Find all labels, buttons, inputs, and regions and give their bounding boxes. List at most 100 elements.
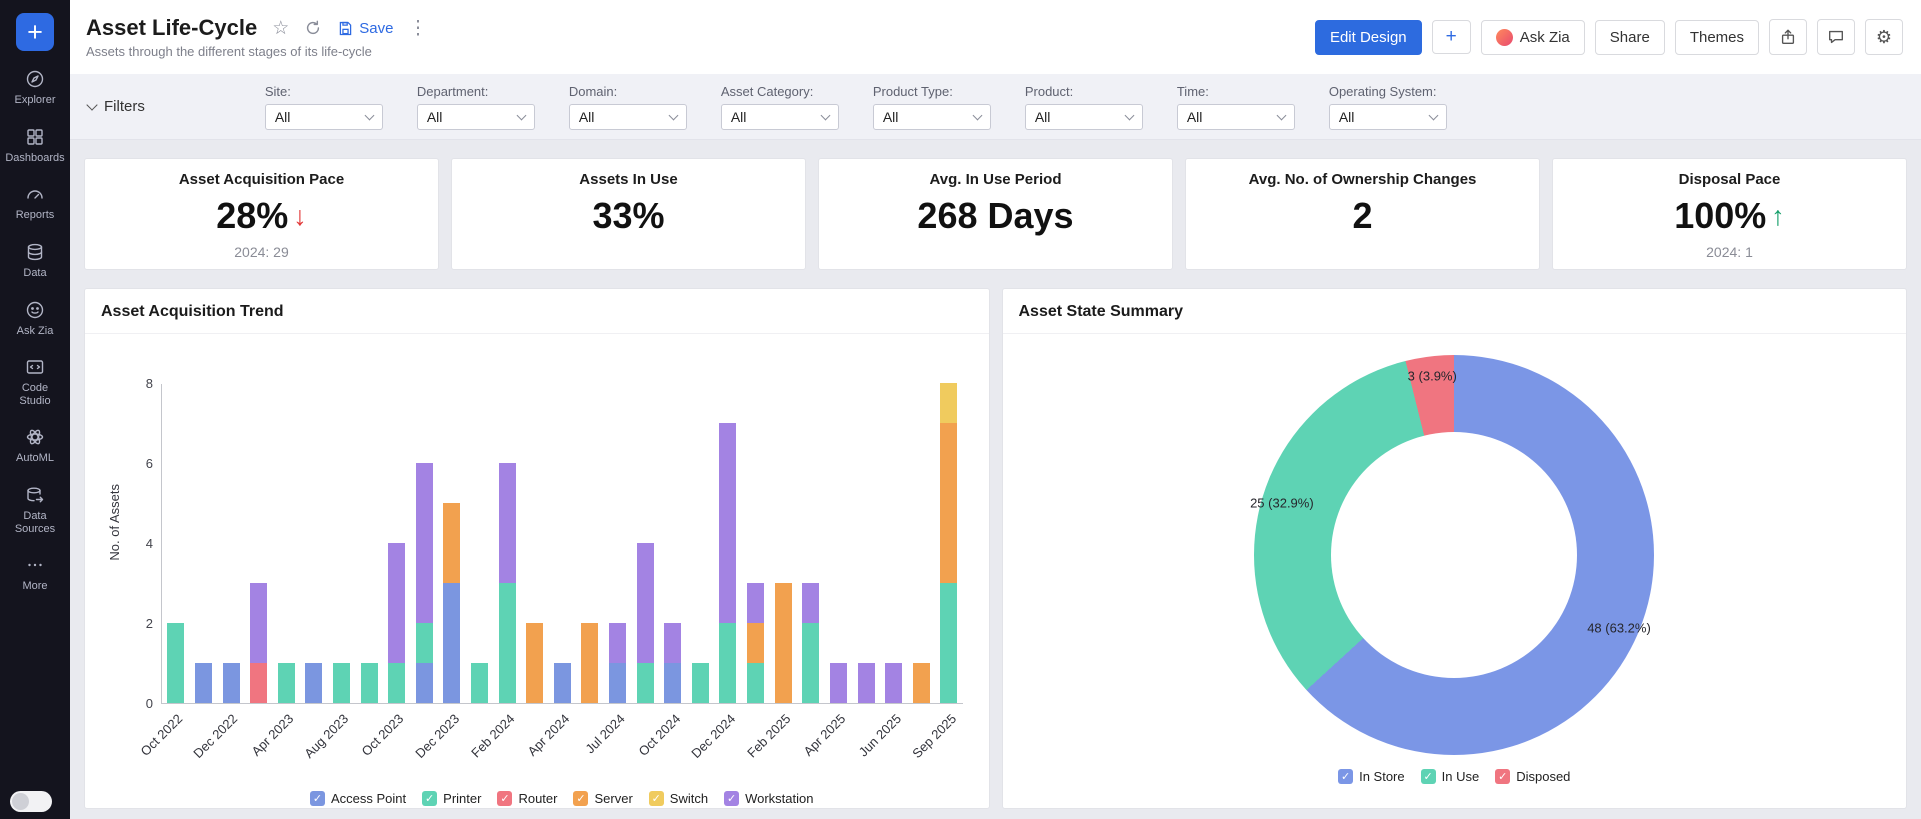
bar-segment-printer[interactable]: [415, 623, 433, 663]
settings-button[interactable]: ⚙: [1865, 19, 1903, 55]
bar-segment-workstation[interactable]: [857, 663, 875, 703]
legend-checkbox[interactable]: ✓: [1495, 769, 1511, 784]
sidebar-item-reports[interactable]: Reports: [0, 174, 70, 232]
export-button[interactable]: [1769, 19, 1807, 55]
bar-segment-server[interactable]: [912, 663, 930, 703]
filter-select-operating-system[interactable]: All: [1328, 103, 1447, 130]
refresh-icon[interactable]: [304, 19, 322, 37]
bar-segment-workstation[interactable]: [388, 543, 406, 663]
kpi-disposal-pace[interactable]: Disposal Pace 100% ↑ 2024: 1: [1552, 158, 1907, 270]
bar-column[interactable]: [907, 384, 935, 703]
bar-column[interactable]: [328, 384, 356, 703]
bar-segment-access-point[interactable]: [443, 583, 461, 703]
bar-segment-printer[interactable]: [277, 663, 295, 703]
bar-segment-workstation[interactable]: [250, 583, 268, 663]
kpi-assets-in-use[interactable]: Assets In Use 33%: [451, 158, 806, 270]
bar-segment-access-point[interactable]: [553, 663, 571, 703]
add-button[interactable]: +: [1431, 20, 1471, 54]
comments-button[interactable]: [1817, 19, 1855, 55]
bar-column[interactable]: [438, 384, 466, 703]
create-button[interactable]: +: [16, 13, 54, 51]
bar-segment-printer[interactable]: [498, 583, 516, 703]
bar-column[interactable]: [410, 384, 438, 703]
legend-item[interactable]: ✓ Router: [497, 791, 557, 806]
bar-segment-printer[interactable]: [719, 623, 737, 703]
bar-segment-printer[interactable]: [691, 663, 709, 703]
filter-select-domain[interactable]: All: [568, 103, 687, 130]
sidebar-item-explorer[interactable]: Explorer: [0, 59, 70, 117]
sidebar-item-ask-zia[interactable]: Ask Zia: [0, 290, 70, 348]
bar-column[interactable]: [880, 384, 908, 703]
themes-button[interactable]: Themes: [1674, 19, 1759, 55]
bar-column[interactable]: [576, 384, 604, 703]
bar-segment-workstation[interactable]: [636, 543, 654, 663]
bar-column[interactable]: [742, 384, 770, 703]
bar-segment-workstation[interactable]: [609, 623, 627, 663]
sidebar-collapse-toggle[interactable]: [10, 791, 52, 812]
bar-segment-access-point[interactable]: [194, 663, 212, 703]
bar-column[interactable]: [190, 384, 218, 703]
save-button[interactable]: Save: [337, 20, 393, 37]
sidebar-item-data[interactable]: Data: [0, 232, 70, 290]
bar-segment-workstation[interactable]: [498, 463, 516, 583]
donut-ring[interactable]: 48 (63.2%) 25 (32.9%) 3 (3.9%): [1250, 355, 1655, 755]
bar-segment-workstation[interactable]: [719, 423, 737, 623]
bar-segment-printer[interactable]: [388, 663, 406, 703]
bar-column[interactable]: [604, 384, 632, 703]
bar-segment-printer[interactable]: [360, 663, 378, 703]
bar-column[interactable]: [217, 384, 245, 703]
bar-column[interactable]: [245, 384, 273, 703]
bar-column[interactable]: [797, 384, 825, 703]
kpi-asset-acquisition-pace[interactable]: Asset Acquisition Pace 28% ↓ 2024: 29: [84, 158, 439, 270]
legend-item[interactable]: ✓ Disposed: [1495, 769, 1570, 784]
kpi-avg-in-use-period[interactable]: Avg. In Use Period 268 Days: [818, 158, 1173, 270]
kpi-avg-ownership-changes[interactable]: Avg. No. of Ownership Changes 2: [1185, 158, 1540, 270]
bar-column[interactable]: [466, 384, 494, 703]
bar-segment-workstation[interactable]: [415, 463, 433, 623]
bar-segment-workstation[interactable]: [747, 583, 765, 623]
legend-checkbox[interactable]: ✓: [648, 791, 664, 806]
bar-column[interactable]: [659, 384, 687, 703]
bar-segment-access-point[interactable]: [222, 663, 240, 703]
sidebar-item-more[interactable]: More: [0, 545, 70, 603]
legend-checkbox[interactable]: ✓: [310, 791, 325, 806]
bar-segment-access-point[interactable]: [305, 663, 323, 703]
bar-segment-printer[interactable]: [471, 663, 488, 703]
bar-column[interactable]: [714, 384, 742, 703]
bar-column[interactable]: [272, 384, 300, 703]
bar-column[interactable]: [935, 383, 963, 703]
bar-segment-server[interactable]: [581, 623, 599, 703]
bar-column[interactable]: [687, 384, 715, 703]
sidebar-item-automl[interactable]: AutoML: [0, 417, 70, 475]
edit-design-button[interactable]: Edit Design: [1314, 19, 1422, 55]
bar-segment-server[interactable]: [747, 623, 765, 663]
legend-item[interactable]: ✓ Workstation: [724, 791, 813, 806]
bar-column[interactable]: [521, 384, 549, 703]
legend-checkbox[interactable]: ✓: [724, 791, 740, 806]
favorite-star-icon[interactable]: ☆: [272, 17, 290, 39]
bar-column[interactable]: [493, 384, 521, 703]
bar-segment-printer[interactable]: [802, 623, 820, 703]
legend-item[interactable]: ✓ Access Point: [310, 791, 406, 806]
bar-segment-printer[interactable]: [940, 583, 958, 703]
bar-segment-workstation[interactable]: [829, 663, 847, 703]
sidebar-item-code-studio[interactable]: Code Studio: [0, 347, 70, 417]
ask-zia-button[interactable]: Ask Zia: [1480, 19, 1585, 55]
filters-toggle[interactable]: Filters: [86, 98, 145, 115]
bar-column[interactable]: [825, 384, 853, 703]
sidebar-item-dashboards[interactable]: Dashboards: [0, 117, 70, 175]
legend-checkbox[interactable]: ✓: [422, 791, 438, 806]
bar-segment-workstation[interactable]: [664, 623, 682, 663]
bar-column[interactable]: [769, 384, 797, 703]
bar-segment-router[interactable]: [250, 663, 268, 703]
filter-select-product-type[interactable]: All: [872, 103, 991, 130]
bar-segment-access-point[interactable]: [609, 663, 627, 703]
bar-segment-server[interactable]: [526, 623, 544, 703]
filter-select-time[interactable]: All: [1176, 103, 1295, 130]
filter-select-site[interactable]: All: [264, 103, 383, 130]
legend-item[interactable]: ✓ In Use: [1420, 769, 1479, 784]
legend-item[interactable]: ✓ Server: [573, 791, 633, 806]
bar-segment-workstation[interactable]: [885, 663, 903, 703]
bar-column[interactable]: [355, 384, 383, 703]
filter-select-department[interactable]: All: [416, 103, 535, 130]
